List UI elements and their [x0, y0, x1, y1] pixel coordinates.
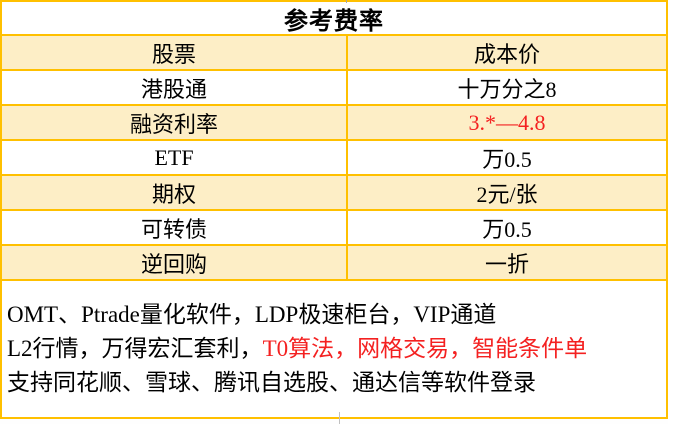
note-features-red: T0算法，网格交易，智能条件单 [262, 336, 588, 361]
table-row: 期权 2元/张 [2, 174, 666, 209]
fee-value: 一折 [484, 251, 529, 277]
fee-label: 港股通 [2, 71, 348, 104]
fee-value: 十万分之8 [457, 76, 557, 102]
fee-value: 成本价 [473, 41, 540, 67]
table-title-row: 参考费率 [2, 2, 666, 35]
table-title: 参考费率 [284, 8, 384, 35]
note-line-features: L2行情，万得宏汇套利，T0算法，网格交易，智能条件单 [7, 332, 662, 366]
fee-value: 万0.5 [482, 216, 532, 242]
bottom-grid-tick [339, 412, 340, 424]
note-line-login-support: 支持同花顺、雪球、腾讯自选股、通达信等软件登录 [7, 370, 536, 395]
fee-label: ETF [2, 141, 348, 174]
table-row: 港股通 十万分之8 [2, 69, 666, 104]
fee-value: 万0.5 [482, 146, 532, 172]
fee-label: 可转债 [2, 211, 348, 244]
fee-label: 股票 [2, 36, 348, 69]
fee-value-highlighted: 3.*—4.8 [468, 109, 546, 135]
fee-label: 期权 [2, 176, 348, 209]
table-row: ETF 万0.5 [2, 139, 666, 174]
service-notes: OMT、Ptrade量化软件，LDP极速柜台，VIP通道 L2行情，万得宏汇套利… [2, 279, 666, 417]
fee-label: 融资利率 [2, 106, 348, 139]
table-row: 逆回购 一折 [2, 244, 666, 279]
fee-value: 2元/张 [476, 181, 538, 207]
top-grid-tick [346, 0, 347, 3]
fee-label: 逆回购 [2, 246, 348, 279]
fee-table: 参考费率 股票 成本价 港股通 十万分之8 融资利率 3.*—4.8 ETF 万… [0, 0, 668, 419]
table-row: 融资利率 3.*—4.8 [2, 104, 666, 139]
bottom-partial-row [0, 419, 668, 424]
note-features-black: L2行情，万得宏汇套利， [7, 336, 263, 361]
table-row: 股票 成本价 [2, 34, 666, 69]
table-row: 可转债 万0.5 [2, 209, 666, 244]
note-line-software: OMT、Ptrade量化软件，LDP极速柜台，VIP通道 [7, 302, 497, 327]
